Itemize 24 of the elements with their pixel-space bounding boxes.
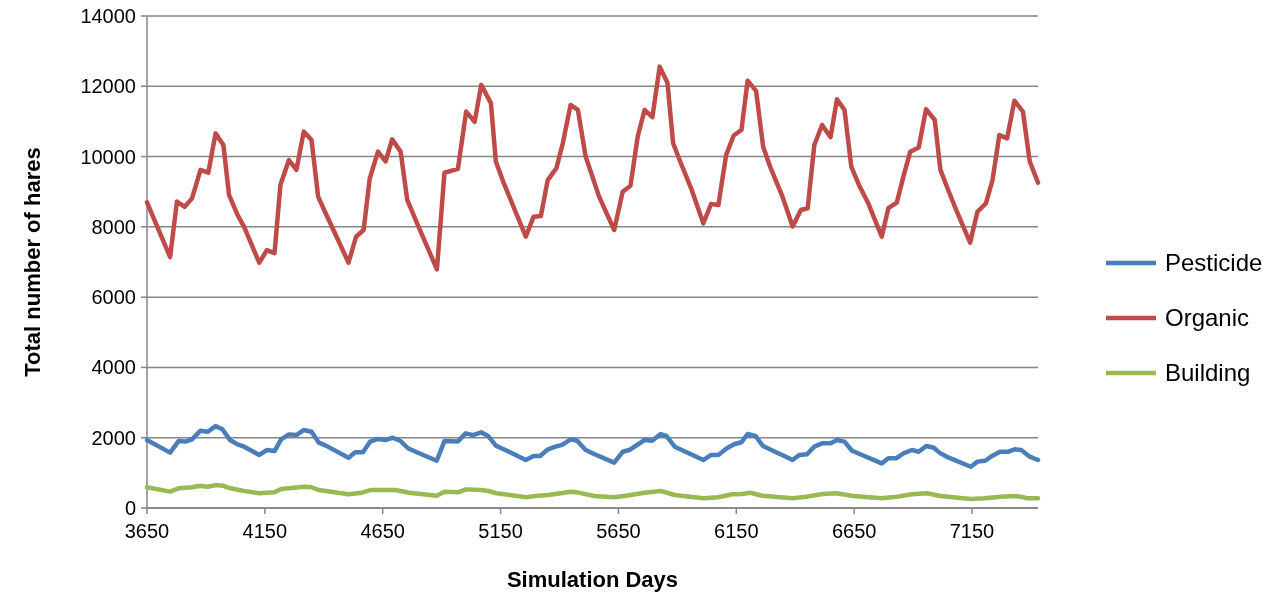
y-axis-title: Total number of hares (20, 147, 45, 377)
x-tick-label: 7150 (949, 520, 995, 542)
legend-label: Pesticide (1165, 249, 1263, 277)
x-tick-label: 6650 (831, 520, 877, 542)
y-tick-label: 0 (124, 497, 136, 519)
x-tick-label: 3650 (124, 520, 170, 542)
y-tick-label: 12000 (80, 75, 136, 98)
y-tick-label: 2000 (91, 426, 136, 449)
line-series (144, 482, 1041, 502)
line-series (144, 64, 1041, 272)
y-tick-label: 6000 (91, 286, 136, 309)
x-tick-label: 5150 (478, 520, 523, 542)
y-tick-label: 14000 (80, 5, 136, 27)
x-tick-label: 4650 (360, 520, 405, 542)
legend-label: Building (1165, 359, 1251, 387)
y-tick-label: 4000 (91, 356, 136, 379)
x-axis-title: Simulation Days (506, 567, 679, 592)
line-series (144, 423, 1041, 469)
legend-label: Organic (1165, 304, 1250, 332)
y-tick-label: 8000 (91, 215, 136, 238)
x-tick-label: 5650 (596, 520, 641, 542)
x-tick-label: 4150 (242, 520, 288, 542)
x-tick-label: 6150 (714, 520, 759, 542)
y-tick-label: 10000 (80, 145, 136, 168)
